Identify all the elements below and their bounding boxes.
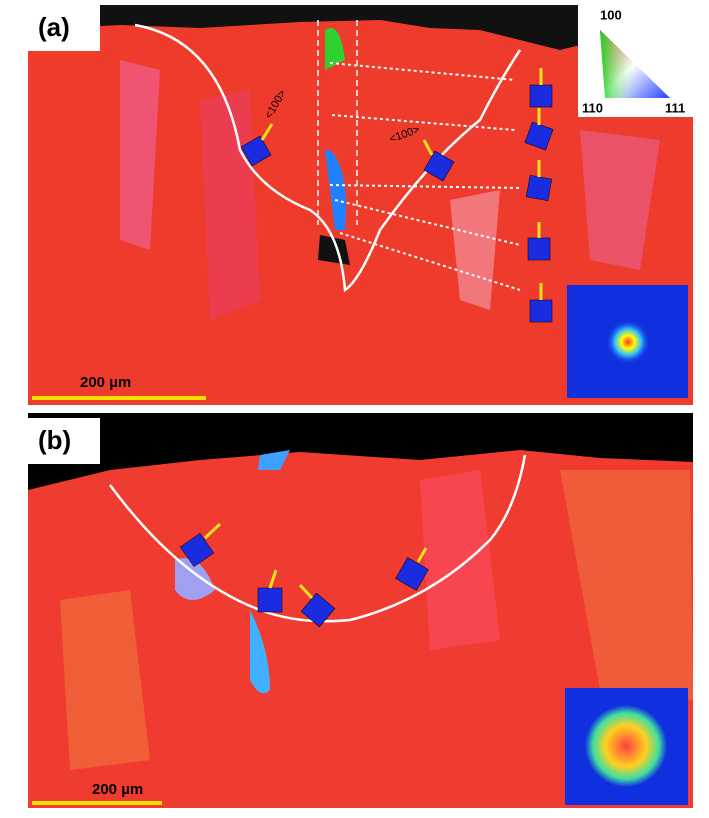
legend-label: 100 (600, 7, 622, 22)
legend-triangle (600, 30, 670, 98)
map-top (28, 413, 693, 490)
direction-arrows (260, 68, 543, 300)
panel-b: (b) 200 µm (28, 413, 693, 808)
scale-bar-label: 200 µm (92, 781, 143, 798)
legend-label: 111 (665, 100, 685, 115)
grain (120, 60, 160, 250)
void (318, 235, 350, 265)
legend-box (578, 5, 693, 117)
panel-label: (b) (38, 425, 71, 455)
legend-label: 110 (582, 100, 603, 115)
arrows (329, 62, 521, 291)
panel-a: <100> <100> (a) 100 110 111 200 µm (28, 5, 693, 405)
unit-cells (240, 84, 554, 323)
panel-label: (a) (38, 12, 70, 42)
grain (258, 450, 290, 470)
scale-bar-label: 200 µm (80, 374, 131, 391)
pole-figure-peak (585, 705, 667, 787)
grain (250, 610, 270, 694)
unit-cells (179, 532, 429, 628)
grain (450, 190, 500, 310)
grain (560, 470, 693, 700)
grain (175, 558, 215, 600)
grain (200, 90, 260, 320)
map-top (28, 5, 693, 50)
grain (580, 130, 660, 270)
pole-figure-peak (606, 320, 650, 364)
label-box (28, 5, 100, 51)
grain (60, 590, 150, 770)
grain (325, 150, 346, 230)
melt-pool-boundary (108, 454, 527, 623)
label-box (28, 418, 100, 464)
grain (420, 470, 500, 650)
melt-pool-boundary (134, 23, 522, 293)
ipf-legend: 100 110 111 (578, 5, 693, 117)
grain (325, 28, 345, 70)
direction-arrows (203, 522, 428, 600)
